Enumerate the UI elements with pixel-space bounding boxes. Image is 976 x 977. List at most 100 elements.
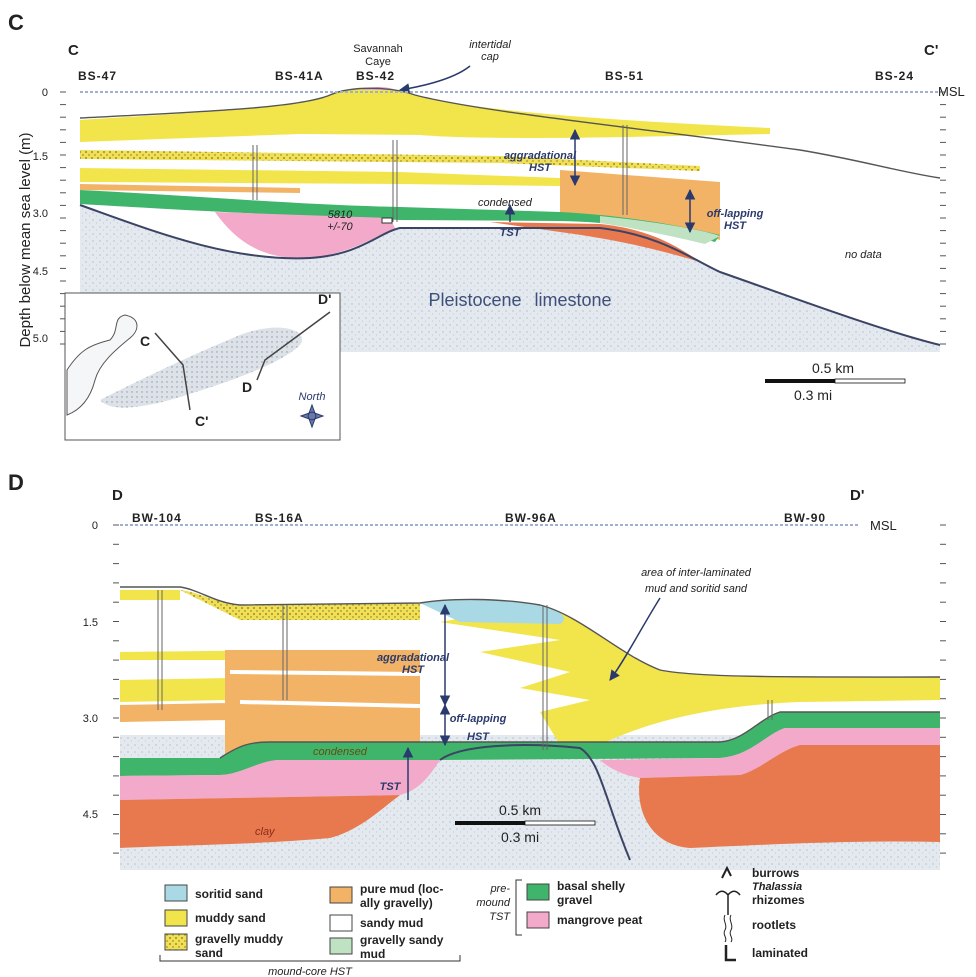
gravelly-muddy-sand: [80, 150, 700, 171]
legend-swatch: [527, 912, 549, 928]
legend-label: sandy mud: [360, 916, 423, 930]
scale-bar: [765, 379, 835, 383]
inset-point: D: [242, 379, 252, 395]
well-label: BS-42: [356, 69, 395, 83]
depth-label: 0: [42, 87, 48, 99]
strat-label: HST: [724, 220, 747, 232]
legend-label: muddy sand: [195, 911, 266, 925]
legend-label: soritid sand: [195, 887, 263, 901]
legend-label: gravelly muddy: [195, 932, 283, 946]
inset-point: D': [318, 291, 331, 307]
legend-swatch: [527, 884, 549, 900]
muddy-sand: [80, 168, 560, 186]
rootlet-icon: [724, 915, 732, 942]
legend-bracket: [516, 880, 522, 935]
scale-bar: [525, 821, 595, 825]
legend-group: pre-: [489, 883, 510, 895]
panel-label: D: [8, 470, 24, 495]
depth-label: 0: [92, 520, 98, 532]
depth-label: 5.0: [33, 333, 48, 345]
legend-label: gravel: [557, 893, 592, 907]
well-label: BS-51: [605, 69, 644, 83]
inset-point: C': [195, 413, 208, 429]
legend-swatch: [330, 938, 352, 954]
legend-label: gravelly sandy: [360, 933, 444, 947]
strat-label: off-lapping: [450, 713, 507, 725]
inset-map: C C' D D' North: [65, 291, 340, 440]
scale-label: 0.3 mi: [794, 387, 832, 403]
figure: C C C' BS-47 BS-41A BS-42 BS-51 BS-24 Sa…: [0, 0, 976, 977]
condensed-label: condensed: [478, 197, 533, 209]
legend-label: sand: [195, 946, 223, 960]
well-label: BS-47: [78, 69, 117, 83]
legend-label: mangrove peat: [557, 913, 642, 927]
panel-c: C C C' BS-47 BS-41A BS-42 BS-51 BS-24 Sa…: [8, 10, 965, 440]
rhizome-icon: [716, 891, 740, 915]
well-label: BW-90: [784, 511, 826, 525]
legend-swatch: [330, 887, 352, 903]
section-end: D': [850, 487, 864, 504]
basement-label: Pleistocene limestone: [428, 290, 611, 310]
inset-point: C: [140, 333, 150, 349]
area-note: mud and soritid sand: [645, 583, 748, 595]
strat-label: aggradational: [504, 150, 577, 162]
legend-label: burrows: [752, 866, 800, 880]
legend-label: pure mud (loc-: [360, 882, 443, 896]
clay-label: clay: [255, 826, 276, 838]
pure-mud: [80, 184, 300, 193]
strat-label: TST: [380, 781, 402, 793]
muddy-sand: [80, 88, 770, 142]
legend-label: laminated: [752, 946, 808, 960]
sample-marker: [382, 218, 392, 223]
msl-label: MSL: [870, 518, 897, 533]
age-label: 5810: [328, 209, 353, 221]
strat-label: TST: [500, 227, 522, 239]
age-label: +/-70: [327, 221, 353, 233]
legend-swatch: [165, 885, 187, 901]
area-note: area of inter-laminated: [641, 567, 752, 579]
no-data-label: no data: [845, 249, 882, 261]
section-end: D: [112, 487, 123, 504]
site-name: Caye: [365, 56, 391, 68]
strat-label: HST: [467, 731, 490, 743]
legend-label: ally gravelly): [360, 896, 433, 910]
well-label: BS-24: [875, 69, 914, 83]
panel-label: C: [8, 10, 24, 35]
soritid-sand: [420, 599, 564, 624]
scale-label: 0.3 mi: [501, 829, 539, 845]
panel-d: D D D' BW-104 BS-16A BW-96A BW-90 MSL 0 …: [8, 470, 946, 870]
well-label: BW-104: [132, 511, 182, 525]
legend-group: mound-core HST: [268, 966, 353, 977]
legend: soritid sand muddy sand gravelly muddy s…: [160, 866, 808, 977]
cap-arrow: [400, 66, 470, 90]
strat-label: HST: [402, 664, 425, 676]
legend-label: mud: [360, 947, 385, 961]
legend-group: TST: [489, 911, 511, 923]
scale-bar: [455, 821, 525, 825]
legend-group: mound: [476, 897, 511, 909]
strat-label: aggradational: [377, 652, 450, 664]
legend-swatch: [330, 915, 352, 931]
muddy-sand: [120, 590, 180, 600]
depth-label: 4.5: [33, 266, 48, 278]
depth-label: 3.0: [83, 713, 98, 725]
strat-label: HST: [529, 162, 552, 174]
well-label: BW-96A: [505, 511, 557, 525]
section-end: C': [924, 42, 938, 59]
legend-label: rhizomes: [752, 893, 805, 907]
legend-label: basal shelly: [557, 879, 625, 893]
laminated-icon: [726, 945, 736, 960]
site-name: Savannah: [353, 43, 403, 55]
strat-label: off-lapping: [707, 208, 764, 220]
scale-bar: [835, 379, 905, 383]
depth-label: 1.5: [83, 617, 98, 629]
condensed-label: condensed: [313, 746, 368, 758]
well-label: BS-16A: [255, 511, 304, 525]
scale-label: 0.5 km: [812, 360, 854, 376]
depth-label: 1.5: [33, 151, 48, 163]
legend-swatch: [165, 910, 187, 926]
well-label: BS-41A: [275, 69, 324, 83]
legend-label: rootlets: [752, 918, 796, 932]
scale-label: 0.5 km: [499, 802, 541, 818]
depth-label: 4.5: [83, 809, 98, 821]
